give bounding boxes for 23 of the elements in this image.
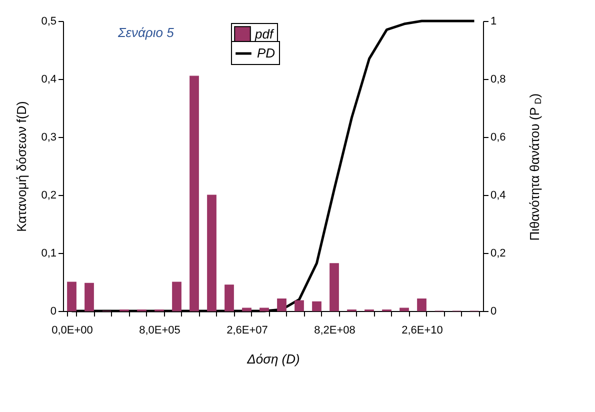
- y-axis-title: Κατανομή δόσεων f(D): [14, 101, 30, 232]
- y-tick-label: 0,5: [41, 16, 56, 28]
- y-tick-label: 0,3: [41, 132, 56, 144]
- y2-tick-label: 0,4: [490, 190, 506, 202]
- x-tick-label: 8,2E+08: [314, 324, 356, 336]
- y-tick-label: 0,1: [41, 248, 56, 260]
- x-tick-label: 2,6E+07: [226, 324, 268, 336]
- y2-tick-label: 0: [490, 306, 497, 318]
- legend-label: pdf: [254, 26, 274, 42]
- y2-tick-label: 0,2: [490, 248, 506, 260]
- y-tick-label: 0,2: [41, 190, 56, 202]
- x-tick-label: 0,0E+00: [52, 324, 93, 336]
- y2-tick-label: 0,8: [490, 74, 506, 86]
- y-tick-label: 0,4: [41, 74, 56, 86]
- x-axis-title: Δόση (D): [246, 352, 300, 366]
- y2-axis-title: Πιθανότητα θανάτου (PD): [527, 93, 543, 241]
- y2-tick-label: 0,6: [490, 132, 506, 144]
- x-tick-label: 2,6E+10: [402, 324, 443, 336]
- legend-label: PD: [257, 46, 276, 60]
- y2-tick-label: 1: [490, 16, 497, 28]
- annotation: Σενάριο 5: [117, 25, 175, 40]
- x-tick-label: 8,0E+05: [139, 324, 180, 336]
- y-tick-label: 0: [50, 306, 56, 318]
